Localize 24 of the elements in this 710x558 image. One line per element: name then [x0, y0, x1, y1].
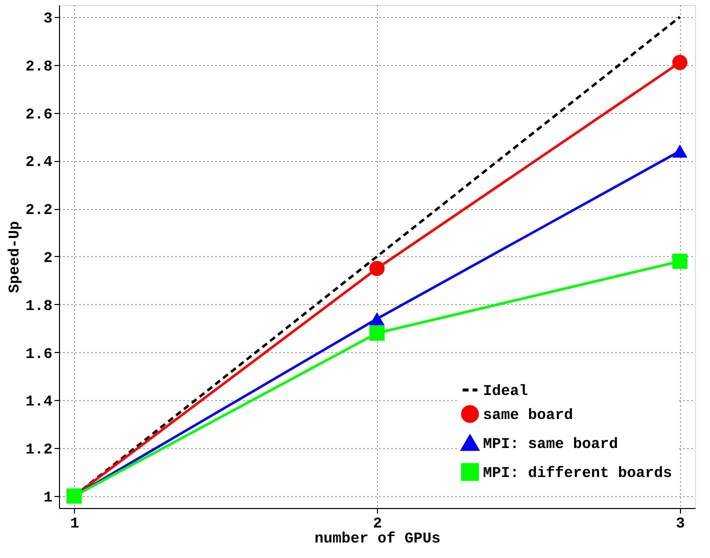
y-tick-label: 2 — [43, 250, 52, 267]
legend-label: MPI: same board — [483, 436, 618, 453]
legend-label: Ideal — [483, 383, 528, 400]
x-tick-label: 1 — [70, 516, 80, 532]
point — [369, 326, 385, 341]
y-tick-label: 1.8 — [25, 298, 52, 315]
y-axis-title: Speed-Up — [6, 220, 24, 294]
y-tick-label: 3 — [43, 10, 52, 28]
point — [672, 54, 688, 70]
y-tick-label: 2.6 — [25, 106, 52, 124]
y-tick-label: 2.2 — [25, 202, 52, 220]
y-tick-label: 1.6 — [25, 346, 52, 363]
point — [369, 260, 385, 276]
legend-label: same board — [483, 407, 574, 424]
x-tick-label: 3 — [676, 516, 685, 532]
y-tick-label: 2.4 — [25, 154, 52, 172]
y-tick-label: 1.2 — [25, 442, 52, 459]
legend-label: MPI: different boards — [483, 465, 672, 482]
x-axis-title: number of GPUs — [314, 530, 441, 548]
y-tick-label: 1.4 — [25, 394, 52, 411]
y-tick-label: 2.8 — [25, 58, 52, 76]
x-tick-label: 2 — [372, 516, 382, 532]
y-tick-label: 1 — [43, 490, 52, 507]
point — [672, 254, 688, 269]
